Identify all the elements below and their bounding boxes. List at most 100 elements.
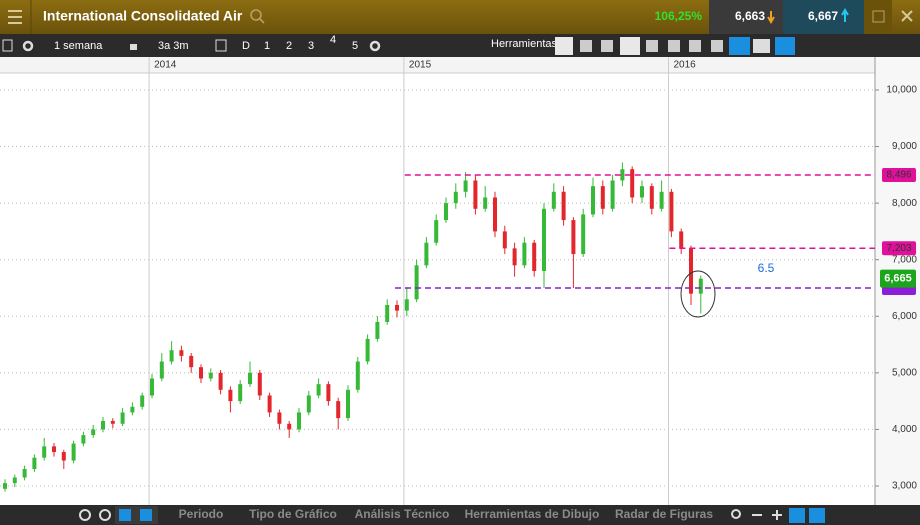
candle-body [140,395,145,407]
tool-button[interactable] [555,37,573,55]
level-label: 7,203 [886,243,911,254]
candle-body [189,355,194,368]
bid-price: 6,663 [735,9,765,23]
period-label: 2016 [674,60,697,71]
candle-body [473,180,478,209]
y-tick-label: 7,000 [892,254,917,265]
candle-body [199,367,203,379]
tool-button[interactable] [729,37,750,55]
candle-body [502,231,507,249]
lock-icon[interactable] [130,44,137,50]
candle-body [610,180,615,209]
candle-body [12,477,17,484]
settings-icon[interactable] [369,40,381,52]
tool-button[interactable] [646,40,658,52]
candle-body [42,446,47,458]
tool-button[interactable] [620,37,640,55]
bottom-tab[interactable]: Radar de Figuras [615,507,713,521]
candle-body [620,169,625,181]
calendar-icon[interactable] [215,39,227,52]
candle-body [444,203,448,221]
tool-button[interactable] [753,39,770,53]
pen-icon[interactable] [119,509,131,521]
candle-body [698,278,703,294]
candle-body [336,401,341,419]
candle-body [689,248,693,294]
tool-button[interactable] [601,40,613,52]
search-icon[interactable] [250,9,265,24]
interval-button[interactable]: 2 [286,40,292,52]
candle-body [453,191,458,204]
candle-body [385,304,390,322]
candle-body [581,214,586,255]
bottom-tab[interactable]: Tipo de Gráfico [249,507,337,521]
candle-body [600,186,605,209]
bottom-tab[interactable]: Periodo [179,507,224,521]
tool-button[interactable] [580,40,592,52]
ask-box[interactable] [783,0,864,34]
range-select[interactable]: 3a 3m [158,40,189,52]
settings-icon[interactable] [22,40,34,52]
candle-body [414,265,419,300]
window-button[interactable] [864,0,892,34]
tool-icons [555,37,795,55]
close-icon[interactable] [901,10,913,22]
level-tag [882,168,916,183]
candle-body [179,350,184,356]
candle-body [326,384,331,402]
zoom-in[interactable] [772,510,782,520]
candle-body [532,242,537,272]
interval-button[interactable]: 5 [352,40,358,52]
interval-button[interactable]: 1 [264,40,270,52]
y-tick-label: 8,000 [892,198,917,209]
candle-body [365,338,370,362]
data-button[interactable] [809,508,825,523]
y-tick-label: 3,000 [892,481,917,492]
candle-body [238,384,243,402]
tool-button[interactable] [711,40,723,52]
candle-body [679,231,684,249]
candle-body [110,420,115,424]
bottom-tab[interactable]: Herramientas de Dibujo [465,507,600,521]
interval-button[interactable]: 3 [308,40,314,52]
annotation-text: 6.5 [758,261,775,275]
candle-body [424,242,429,266]
y-tick-label: 10,000 [886,85,917,96]
tool-button[interactable] [689,40,701,52]
layers-icon[interactable] [140,509,152,521]
y-tick-label: 5,000 [892,367,917,378]
candle-body [640,186,644,198]
bottom-bar [0,505,920,525]
candle-body [257,372,262,396]
interval-button[interactable]: 4 [330,34,336,46]
zoom-icon[interactable] [731,509,741,519]
candle-body [395,304,399,311]
candle-body [218,372,223,390]
candle-body [434,220,439,243]
period-select[interactable]: 1 semana [54,40,103,52]
candle-body [159,361,164,379]
refresh-icon[interactable] [79,509,91,521]
menu-icon[interactable] [8,10,22,24]
crosshair-button[interactable] [789,508,805,523]
candle-body [591,186,595,215]
y-tick-label: 4,000 [892,424,917,435]
candle-body [91,429,96,436]
candle-body [71,443,76,461]
interval-button[interactable]: D [242,40,250,52]
tool-button[interactable] [775,37,795,55]
list-icon[interactable] [2,39,13,52]
maximize-icon [872,10,885,23]
candle-body [522,242,527,266]
candle-body [208,372,213,379]
candle-body [267,395,272,413]
candle-body [277,412,282,424]
cancel-icon[interactable] [99,509,111,521]
candle-body [101,420,105,430]
candle-body [375,321,380,339]
candle-body [463,180,468,192]
candle-body [22,469,27,478]
tool-button[interactable] [668,40,680,52]
down-arrow [767,11,775,24]
bottom-tab[interactable]: Análisis Técnico [355,507,450,521]
